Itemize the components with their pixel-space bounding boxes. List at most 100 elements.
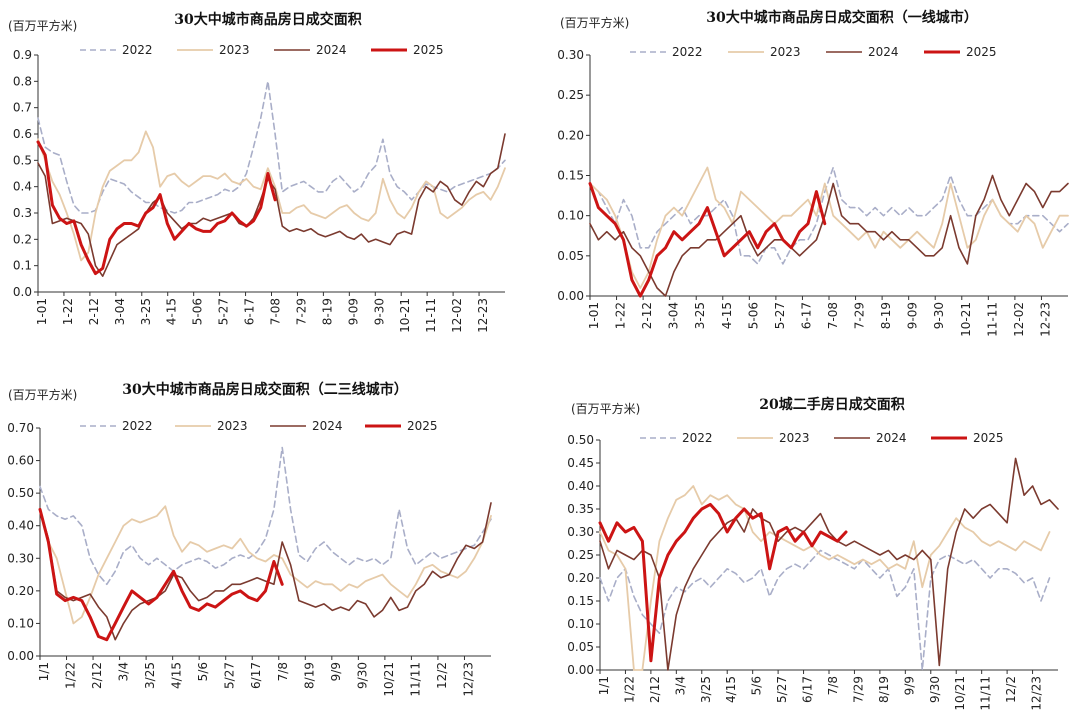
series-line-2023 (599, 485, 1051, 671)
x-tick-label: 12-02 (1012, 302, 1026, 337)
x-tick-label: 12/2 (435, 662, 449, 689)
y-tick-label: 0.40 (567, 479, 594, 493)
x-tick-label: 8-19 (320, 298, 334, 325)
series-line-2022 (37, 80, 506, 214)
y-tick-label: 0.7 (13, 101, 32, 115)
x-tick-label: 5-06 (746, 302, 760, 329)
x-tick-label: 3-25 (139, 298, 153, 325)
x-tick-label: 10-21 (398, 298, 412, 333)
y-tick-label: 0.25 (557, 88, 584, 102)
x-tick-label: 10-21 (959, 302, 973, 337)
legend-label-2025: 2025 (407, 419, 438, 433)
y-tick-label: 0.10 (557, 209, 584, 223)
x-tick-label: 11/11 (408, 662, 422, 697)
y-tick-label: 0.20 (7, 584, 34, 598)
y-tick-label: 0.20 (557, 128, 584, 142)
y-tick-label: 0.20 (567, 571, 594, 585)
y-tick-label: 0.05 (557, 249, 584, 263)
y-tick-label: 0.70 (7, 421, 34, 435)
legend-label-2025: 2025 (413, 43, 444, 57)
y-tick-label: 0.10 (567, 617, 594, 631)
x-tick-label: 3-04 (113, 298, 127, 325)
series-line-2023 (39, 505, 492, 625)
x-tick-label: 12/23 (1030, 676, 1044, 711)
y-tick-label: 0.25 (567, 548, 594, 562)
y-tick-label: 0.3 (13, 206, 32, 220)
x-tick-label: 3-25 (693, 302, 707, 329)
y-unit-label: (百万平方米) (8, 387, 77, 402)
chart-title: 30大中城市商品房日成交面积（二三线城市） (122, 381, 407, 398)
legend-label-2024: 2024 (316, 43, 347, 57)
y-unit-label: (百万平方米) (8, 18, 77, 33)
y-tick-label: 0.2 (13, 232, 32, 246)
y-tick-label: 0.10 (7, 616, 34, 630)
x-tick-label: 6/17 (249, 662, 263, 689)
x-tick-label: 1/1 (597, 676, 611, 695)
legend-label-2022: 2022 (122, 43, 153, 57)
series-line-2022 (39, 446, 492, 586)
x-tick-label: 9-09 (906, 302, 920, 329)
y-tick-label: 0.00 (7, 649, 34, 663)
y-tick-label: 0.1 (13, 259, 32, 273)
chart-title: 20城二手房日成交面积 (759, 396, 904, 413)
y-tick-label: 0.0 (13, 285, 32, 299)
y-tick-label: 0.45 (567, 456, 594, 470)
x-tick-label: 12/2 (1004, 676, 1018, 703)
x-tick-label: 11/11 (979, 676, 993, 711)
series-line-2022 (589, 166, 1069, 265)
x-tick-label: 11-11 (424, 298, 438, 333)
y-tick-label: 0.60 (7, 454, 34, 468)
series-line-2024 (599, 457, 1059, 671)
x-tick-label: 1/22 (64, 662, 78, 689)
x-tick-label: 8/19 (877, 676, 891, 703)
legend-label-2022: 2022 (672, 45, 703, 59)
x-tick-label: 12-02 (450, 298, 464, 333)
x-tick-label: 9-30 (372, 298, 386, 325)
legend-label-2025: 2025 (973, 431, 1004, 445)
y-tick-label: 0.00 (567, 663, 594, 677)
x-tick-label: 7/8 (276, 662, 290, 681)
legend-label-2025: 2025 (966, 45, 997, 59)
y-tick-label: 0.15 (557, 169, 584, 183)
x-tick-label: 4/15 (724, 676, 738, 703)
x-tick-label: 10/21 (953, 676, 967, 711)
x-tick-label: 5-27 (217, 298, 231, 325)
y-unit-label: (百万平方米) (560, 15, 629, 30)
x-tick-label: 9/9 (329, 662, 343, 681)
x-tick-label: 5/6 (196, 662, 210, 681)
x-tick-label: 10/21 (382, 662, 396, 697)
chart-panel-1: 30大中城市商品房日成交面积 (百万平方米) 0.0 0.1 0.2 0.3 0.4 0.5 0… (8, 11, 506, 333)
x-tick-label: 12-23 (1038, 302, 1052, 337)
x-tick-label: 3/25 (699, 676, 713, 703)
series-line-2025 (588, 182, 827, 298)
legend-label-2023: 2023 (217, 419, 248, 433)
y-tick-label: 0.30 (7, 551, 34, 565)
x-tick-label: 3/25 (143, 662, 157, 689)
x-tick-label: 12-23 (476, 298, 490, 333)
x-tick-label: 3-04 (667, 302, 681, 329)
y-tick-label: 0.6 (13, 127, 32, 141)
chart-title: 30大中城市商品房日成交面积（一线城市） (706, 9, 977, 26)
legend-label-2022: 2022 (682, 431, 713, 445)
y-tick-label: 0.9 (13, 48, 32, 62)
x-tick-label: 6/17 (801, 676, 815, 703)
legend-label-2024: 2024 (868, 45, 899, 59)
series-line-2025 (36, 140, 277, 276)
x-tick-label: 6-17 (799, 302, 813, 329)
x-tick-label: 7-08 (826, 302, 840, 329)
x-tick-label: 1-01 (35, 298, 49, 325)
y-tick-label: 0.8 (13, 74, 32, 88)
x-tick-label: 1-22 (61, 298, 75, 325)
y-tick-label: 0.5 (13, 153, 32, 167)
x-tick-label: 2/12 (648, 676, 662, 703)
x-tick-label: 9-09 (346, 298, 360, 325)
x-tick-label: 2-12 (640, 302, 654, 329)
x-tick-label: 12/23 (461, 662, 475, 697)
x-tick-label: 9-30 (932, 302, 946, 329)
y-tick-label: 0.15 (567, 594, 594, 608)
chart-panel-4: 20城二手房日成交面积 (百万平方米) 0.00 0.05 0.10 0.15 0.20 0.… (567, 396, 1059, 711)
y-tick-label: 0.30 (557, 48, 584, 62)
x-tick-label: 1/22 (622, 676, 636, 703)
x-tick-label: 1/1 (37, 662, 51, 681)
